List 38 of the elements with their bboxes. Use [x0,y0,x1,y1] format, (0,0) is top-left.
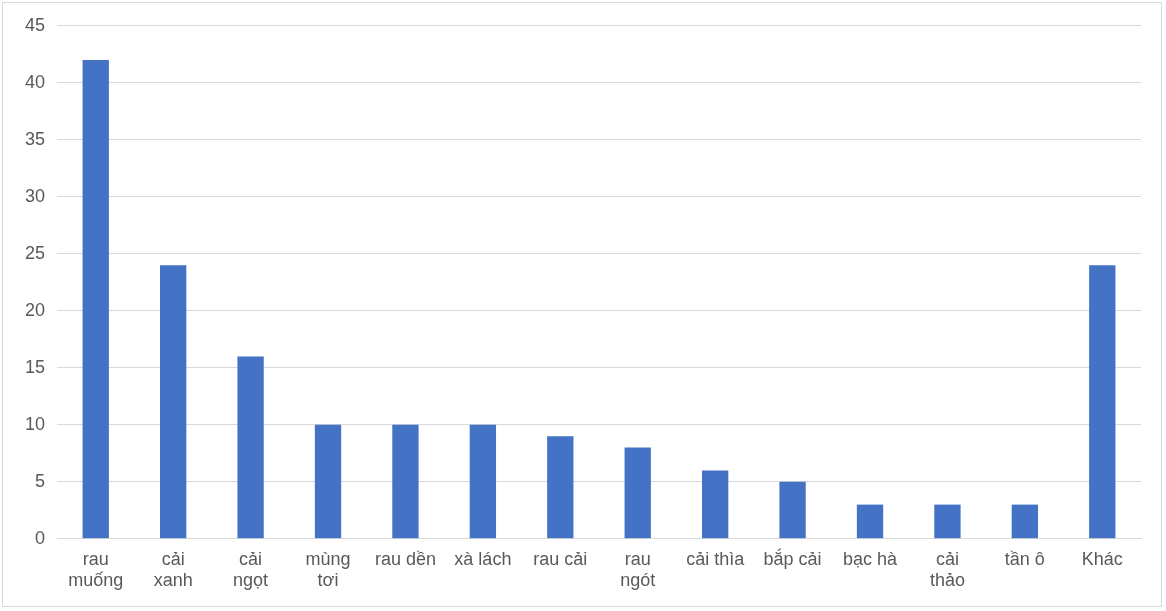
bar [856,504,884,539]
y-tick-label: 45 [24,14,46,35]
y-tick-label: 10 [24,413,46,434]
x-tick-label: rau dền [374,548,436,569]
bar [701,470,729,539]
y-tick-label: 20 [24,299,46,320]
bar [624,447,651,539]
x-tick-label: tần ô [1004,548,1045,569]
bar [160,265,187,539]
x-tick-label: cải thảo [929,548,965,591]
bar [1089,265,1116,539]
y-tick-label: 25 [24,242,46,263]
y-tick-label: 30 [24,185,46,206]
y-tick-label: 40 [24,71,46,92]
x-tick-label: bắp cải [763,547,822,569]
y-tick-label: 15 [24,356,46,377]
x-tick-label: rau cải [533,548,588,569]
x-tick-label: rau muống [68,548,124,591]
bar [82,60,109,539]
y-tick-label: 5 [35,470,46,491]
x-tick-label: cải thìa [686,548,746,569]
bar [934,504,961,539]
bar [1011,504,1039,539]
bar [779,481,806,539]
x-tick-label: mùng tơi [305,548,351,591]
x-tick-label: bạc hà [842,548,899,569]
bar [392,424,419,539]
y-tick-label: 0 [35,527,46,548]
bar [469,424,497,539]
x-tick-label: xà lách [454,548,512,569]
x-tick-label: Khác [1081,548,1123,569]
x-tick-label: rau ngót [620,548,656,591]
x-tick-label: cải xanh [153,548,193,591]
bar [237,356,264,539]
bar [547,436,574,539]
bar [314,424,342,539]
x-tick-label: cải ngọt [233,548,269,591]
y-tick-label: 35 [24,128,46,149]
